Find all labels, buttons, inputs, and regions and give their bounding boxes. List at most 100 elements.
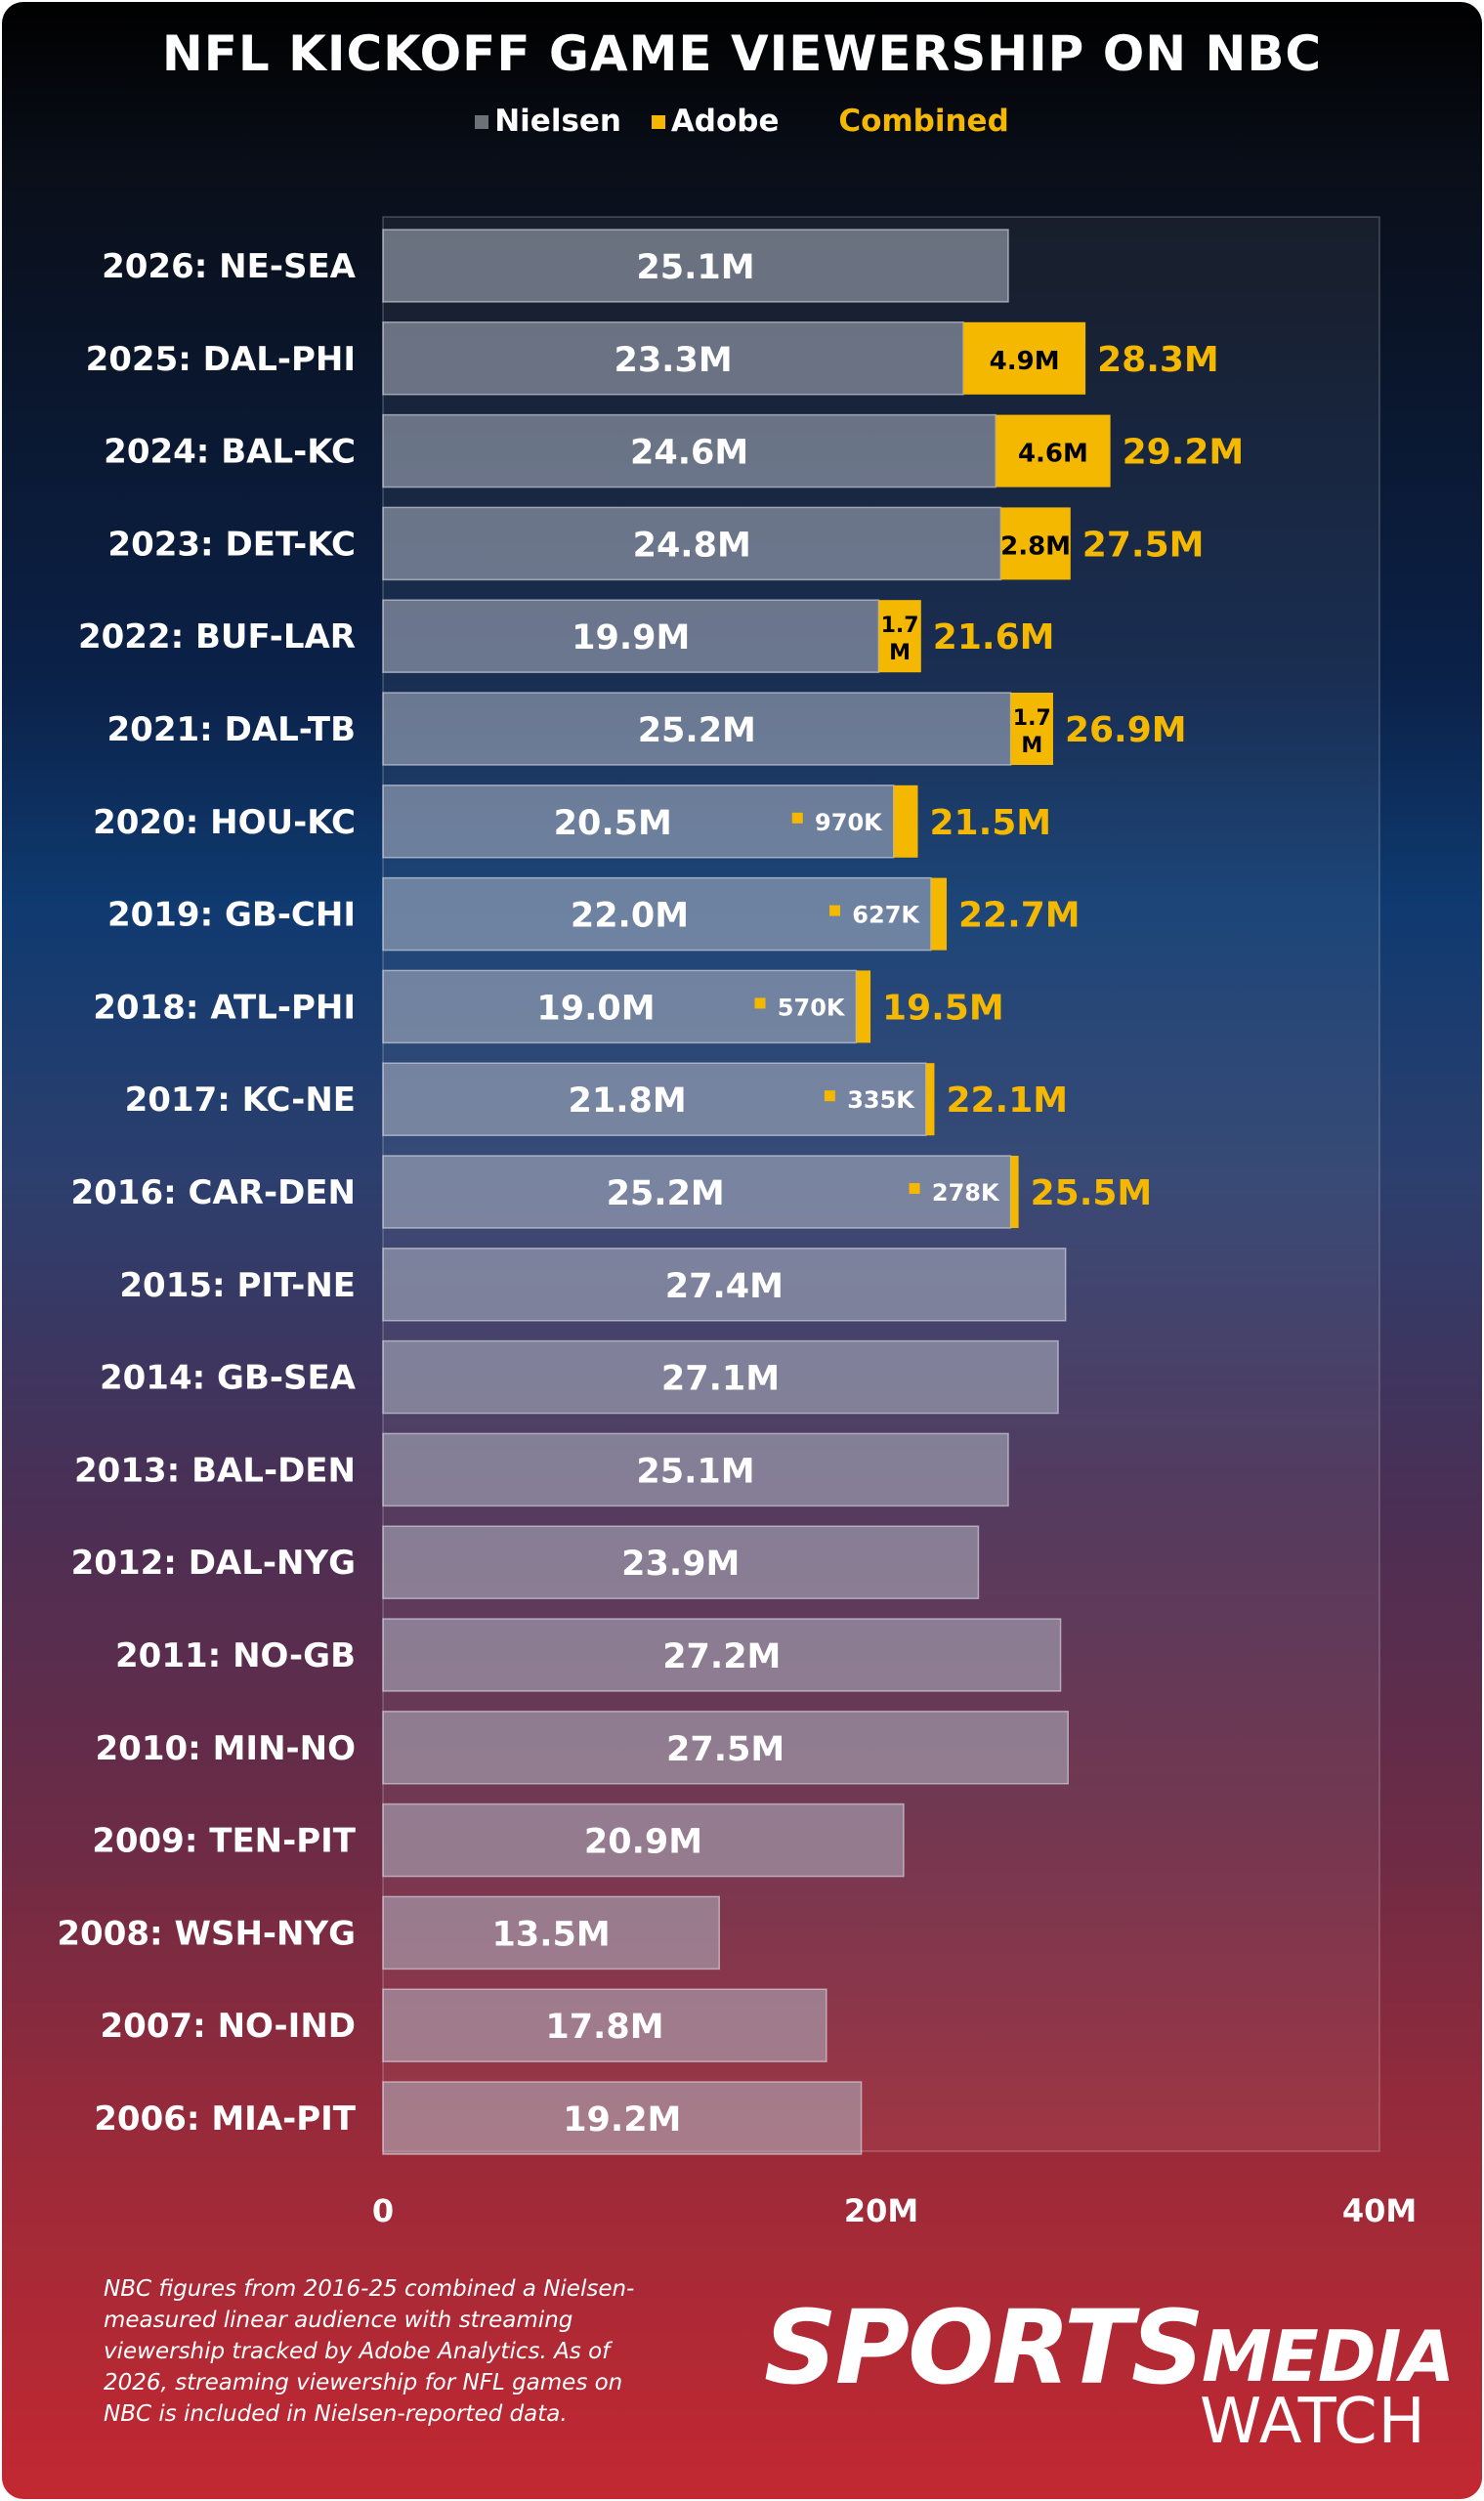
legend-label-combined: Combined	[838, 104, 1009, 139]
nielsen-bar	[382, 1895, 720, 1971]
nielsen-bar	[382, 1248, 1067, 1322]
category-label: 2007: NO-IND	[101, 2007, 357, 2046]
nielsen-value-label: 25.1M	[636, 1452, 754, 1491]
nielsen-value-label: 27.5M	[666, 1730, 784, 1769]
legend: Nielsen Adobe Combined	[2, 104, 1482, 139]
adobe-bar	[1010, 693, 1053, 765]
adobe-value-label: 4.9M	[990, 347, 1060, 376]
adobe-marker	[824, 1090, 835, 1102]
adobe-bar	[996, 414, 1111, 487]
combined-value-label: 22.7M	[958, 896, 1081, 936]
nielsen-bar	[382, 1525, 980, 1599]
nielsen-bar	[382, 413, 997, 488]
nielsen-value-label: 25.2M	[607, 1174, 725, 1213]
adobe-value-label: 627K	[852, 902, 920, 929]
category-label: 2025: DAL-PHI	[86, 340, 356, 379]
category-label: 2022: BUF-LAR	[78, 617, 356, 657]
nielsen-value-label: 20.5M	[554, 804, 672, 843]
adobe-bar	[1000, 507, 1071, 580]
category-label: 2024: BAL-KC	[104, 433, 356, 472]
adobe-value-label: 4.6M	[1018, 440, 1088, 469]
nielsen-value-label: 25.1M	[636, 248, 754, 287]
chart-title: NFL KICKOFF GAME VIEWERSHIP ON NBC	[161, 25, 1323, 82]
nielsen-bar	[382, 506, 1002, 581]
adobe-bar	[963, 321, 1086, 395]
category-label: 2017: KC-NE	[125, 1081, 356, 1120]
combined-value-label: 28.3M	[1097, 340, 1219, 380]
combined-value-label: 25.5M	[1031, 1173, 1153, 1213]
adobe-bar	[1010, 1156, 1019, 1228]
nielsen-value-label: 21.8M	[569, 1081, 687, 1121]
nielsen-bar	[382, 784, 895, 859]
nielsen-value-label: 25.2M	[638, 711, 756, 750]
nielsen-value-label: 19.0M	[536, 989, 655, 1028]
category-label: 2012: DAL-NYG	[71, 1544, 356, 1583]
category-label: 2011: NO-GB	[115, 1636, 356, 1675]
category-label: 2014: GB-SEA	[100, 1359, 357, 1398]
category-label: 2020: HOU-KC	[93, 803, 356, 842]
nielsen-value-label: 17.8M	[545, 2008, 663, 2047]
nielsen-value-label: 27.2M	[662, 1637, 781, 1676]
adobe-value-label: 335K	[847, 1086, 915, 1114]
nielsen-bar	[382, 876, 932, 952]
adobe-value-label: 1.7	[881, 614, 919, 638]
category-label: 2015: PIT-NE	[119, 1266, 356, 1305]
legend-label-nielsen: Nielsen	[494, 104, 622, 139]
nielsen-bar	[382, 1339, 1059, 1415]
nielsen-bar	[382, 1155, 1012, 1229]
legend-swatch-adobe	[651, 115, 665, 129]
legend-item-nielsen: Nielsen	[475, 104, 621, 139]
logo-word-media: MEDIA	[1202, 2315, 1455, 2397]
category-label: 2013: BAL-DEN	[74, 1451, 356, 1490]
adobe-marker	[754, 997, 766, 1009]
nielsen-bar	[382, 321, 964, 396]
nielsen-bar	[382, 1618, 1062, 1692]
x-tick-label: 40M	[1342, 2192, 1417, 2229]
adobe-bar	[931, 877, 947, 951]
adobe-value-label: 970K	[815, 809, 883, 836]
nielsen-bar	[382, 1988, 827, 2062]
nielsen-value-label: 27.4M	[665, 1267, 784, 1306]
category-label: 2008: WSH-NYG	[57, 1914, 356, 1953]
adobe-bar	[925, 1063, 935, 1136]
adobe-value-label-unit: M	[889, 641, 911, 665]
combined-value-label: 19.5M	[882, 988, 1004, 1028]
nielsen-value-label: 20.9M	[584, 1823, 702, 1862]
nielsen-bar	[382, 229, 1009, 303]
legend-label-adobe: Adobe	[670, 104, 780, 139]
nielsen-bar	[382, 1432, 1009, 1507]
category-label: 2021: DAL-TB	[107, 710, 357, 749]
category-label: 2009: TEN-PIT	[92, 1822, 357, 1861]
logo-word-sports: SPORTS	[764, 2288, 1205, 2407]
x-tick-label: 0	[372, 2192, 394, 2229]
legend-item-adobe: Adobe	[651, 104, 780, 139]
adobe-bar	[878, 600, 921, 673]
sports-media-watch-logo: SPORTS MEDIA WATCH	[764, 2288, 1455, 2474]
adobe-value-label-unit: M	[1021, 734, 1042, 758]
combined-value-label: 29.2M	[1123, 433, 1245, 473]
category-label: 2018: ATL-PHI	[93, 988, 356, 1027]
adobe-marker	[909, 1183, 920, 1194]
combined-value-label: 21.6M	[933, 617, 1055, 657]
nielsen-bar	[382, 1802, 905, 1878]
nielsen-value-label: 23.9M	[621, 1545, 740, 1584]
legend-item-combined: Combined	[838, 104, 1008, 139]
nielsen-value-label: 27.1M	[661, 1360, 780, 1399]
adobe-value-label: 1.7	[1013, 706, 1051, 731]
combined-value-label: 22.1M	[946, 1081, 1068, 1121]
category-label: 2026: NE-SEA	[102, 247, 357, 286]
nielsen-bar	[382, 969, 858, 1044]
nielsen-bar	[382, 1062, 927, 1136]
footnote: NBC figures from 2016-25 combined a Niel…	[104, 2276, 635, 2427]
category-label: 2019: GB-CHI	[107, 896, 356, 935]
adobe-value-label: 278K	[932, 1179, 1000, 1207]
adobe-bar	[893, 784, 918, 858]
nielsen-bar	[382, 1711, 1069, 1785]
adobe-bar	[856, 970, 871, 1043]
nielsen-value-label: 24.6M	[630, 434, 748, 473]
nielsen-bar	[382, 692, 1012, 766]
nielsen-value-label: 13.5M	[492, 1915, 611, 1954]
adobe-value-label: 570K	[778, 994, 846, 1021]
adobe-value-label: 2.8M	[1000, 531, 1071, 561]
